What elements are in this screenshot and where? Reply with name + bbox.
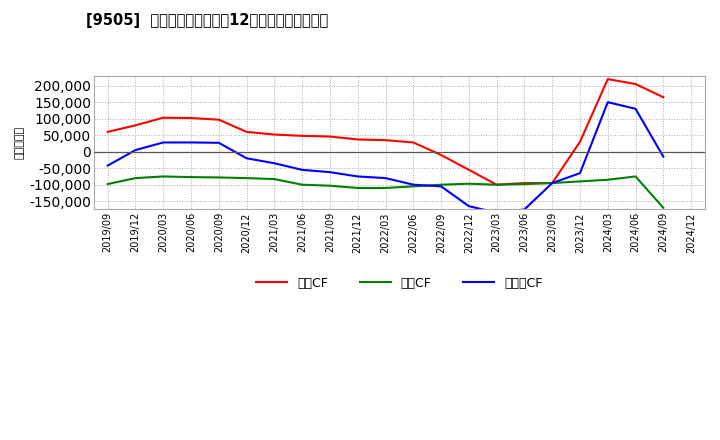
Line: フリーCF: フリーCF xyxy=(108,102,663,213)
投資CF xyxy=(186,175,195,180)
フリーCF xyxy=(159,140,168,145)
Line: 投資CF: 投資CF xyxy=(108,176,663,208)
投資CF xyxy=(659,205,667,210)
フリーCF xyxy=(186,140,195,145)
フリーCF xyxy=(492,210,501,216)
フリーCF xyxy=(104,163,112,168)
投資CF xyxy=(131,176,140,181)
営業CF xyxy=(603,77,612,82)
営業CF xyxy=(131,123,140,128)
フリーCF xyxy=(437,184,446,189)
Legend: 営業CF, 投資CF, フリーCF: 営業CF, 投資CF, フリーCF xyxy=(251,272,548,295)
フリーCF xyxy=(131,147,140,153)
フリーCF xyxy=(270,161,279,166)
フリーCF xyxy=(381,176,390,181)
営業CF xyxy=(409,140,418,145)
営業CF xyxy=(437,152,446,158)
営業CF xyxy=(659,95,667,100)
投資CF xyxy=(243,176,251,181)
営業CF xyxy=(298,133,307,139)
Text: [9505]  キャッシュフローの12か月移動合計の推移: [9505] キャッシュフローの12か月移動合計の推移 xyxy=(86,13,328,28)
投資CF xyxy=(159,174,168,179)
営業CF xyxy=(215,117,223,122)
営業CF xyxy=(576,139,585,144)
投資CF xyxy=(215,175,223,180)
投資CF xyxy=(298,182,307,187)
Y-axis label: （百万円）: （百万円） xyxy=(15,126,25,159)
フリーCF xyxy=(576,171,585,176)
営業CF xyxy=(381,138,390,143)
営業CF xyxy=(270,132,279,137)
営業CF xyxy=(354,137,362,142)
フリーCF xyxy=(603,99,612,105)
フリーCF xyxy=(354,174,362,179)
投資CF xyxy=(354,185,362,191)
営業CF xyxy=(464,167,473,172)
投資CF xyxy=(325,183,334,188)
Line: 営業CF: 営業CF xyxy=(108,79,663,185)
営業CF xyxy=(548,180,557,186)
投資CF xyxy=(464,181,473,187)
投資CF xyxy=(492,182,501,187)
投資CF xyxy=(270,176,279,182)
投資CF xyxy=(437,182,446,187)
フリーCF xyxy=(325,169,334,175)
営業CF xyxy=(186,115,195,121)
投資CF xyxy=(631,174,640,179)
フリーCF xyxy=(298,167,307,172)
営業CF xyxy=(243,129,251,135)
営業CF xyxy=(520,180,528,186)
フリーCF xyxy=(520,207,528,212)
投資CF xyxy=(520,181,528,187)
営業CF xyxy=(631,81,640,87)
営業CF xyxy=(492,182,501,187)
営業CF xyxy=(104,129,112,135)
投資CF xyxy=(603,177,612,183)
フリーCF xyxy=(548,180,557,186)
フリーCF xyxy=(215,140,223,146)
フリーCF xyxy=(409,182,418,187)
投資CF xyxy=(409,184,418,189)
投資CF xyxy=(104,181,112,187)
フリーCF xyxy=(464,204,473,209)
営業CF xyxy=(325,134,334,139)
フリーCF xyxy=(659,154,667,159)
投資CF xyxy=(381,185,390,191)
投資CF xyxy=(548,180,557,186)
営業CF xyxy=(159,115,168,121)
フリーCF xyxy=(243,156,251,161)
フリーCF xyxy=(631,106,640,111)
投資CF xyxy=(576,179,585,184)
